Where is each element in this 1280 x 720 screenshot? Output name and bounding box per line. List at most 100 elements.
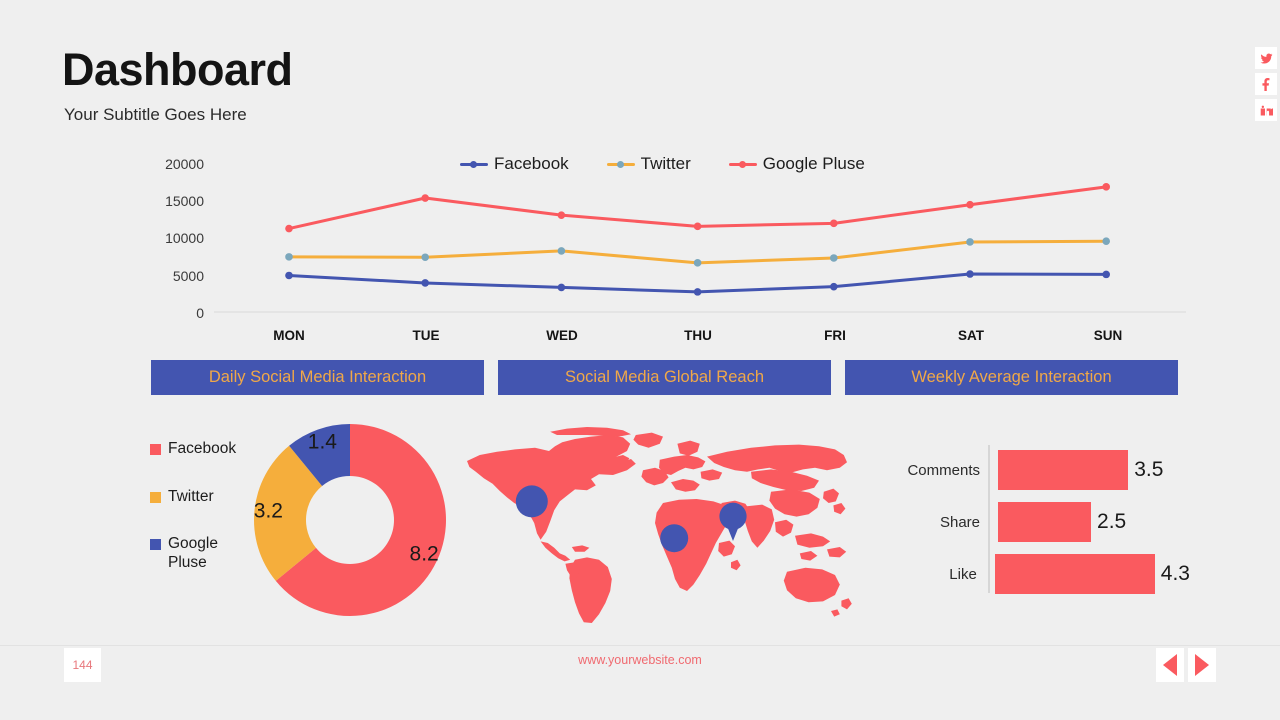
section-bar-label-1: Daily Social Media Interaction [208, 368, 427, 386]
global-reach-donut-chart: Facebook Twitter Google Pluse 8.2 3.2 1.… [150, 420, 450, 630]
hbar-value-like: 4.3 [1160, 562, 1190, 585]
weekly-average-bar-chart: Comments 3.5 Share 2.5 Like 4.3 [880, 440, 1190, 600]
donut-swatch-google-pluse [150, 539, 161, 551]
hbar-row-like: Like 4.3 [880, 554, 1190, 594]
hbar-fill-share[interactable] [998, 502, 1092, 542]
datapoint-twitter-mon[interactable] [285, 253, 293, 261]
hbar-label-comments: Comments [907, 461, 980, 479]
donut-legend-label-facebook: Facebook [168, 440, 237, 457]
section-bar-global-reach[interactable]: Social Media Global Reach [498, 360, 831, 395]
donut-value-google-pluse: 1.4 [308, 430, 338, 453]
datapoint-google-pluse-wed[interactable] [557, 211, 566, 219]
datapoint-facebook-sat[interactable] [966, 270, 974, 278]
hbar-track-comments: 3.5 [998, 450, 1190, 490]
line-chart-plot [214, 183, 1186, 313]
datapoint-twitter-fri[interactable] [830, 254, 838, 262]
donut-slice-twitter[interactable] [254, 445, 323, 581]
legend-label-google-pluse: Google Pluse [762, 154, 865, 173]
x-axis-tick-fri: FRI [824, 328, 846, 343]
page-title: Dashboard [62, 44, 293, 95]
map-markers [515, 485, 747, 553]
datapoint-facebook-mon[interactable] [285, 271, 293, 280]
page-subtitle: Your Subtitle Goes Here [64, 105, 247, 124]
hbar-axis-line [988, 445, 990, 593]
section-bar-label-2: Social Media Global Reach [564, 368, 765, 386]
legend-item-twitter[interactable]: Twitter [606, 154, 691, 174]
x-axis-tick-thu: THU [684, 328, 712, 343]
datapoint-google-pluse-sun[interactable] [1102, 183, 1110, 191]
section-title-bars: Daily Social Media Interaction Social Me… [151, 360, 1178, 395]
datapoint-twitter-sat[interactable] [966, 238, 974, 246]
next-slide-button[interactable] [1188, 648, 1216, 682]
arrow-left-icon [1163, 654, 1177, 676]
donut-slice-google-pluse[interactable] [289, 424, 350, 486]
arrow-right-icon [1195, 654, 1209, 676]
hbar-value-share: 2.5 [1097, 510, 1127, 533]
donut-legend-label-twitter: Twitter [168, 487, 214, 505]
x-axis-tick-sat: SAT [958, 328, 984, 343]
hbar-track-like: 4.3 [994, 554, 1190, 594]
social-link-linkedin[interactable] [1255, 99, 1277, 121]
legend-swatch-twitter [606, 159, 635, 169]
y-axis-tick-0: 0 [196, 305, 204, 321]
datapoint-google-pluse-thu[interactable] [693, 222, 702, 231]
datapoint-twitter-tue[interactable] [421, 253, 430, 262]
datapoint-google-pluse-sat[interactable] [966, 200, 974, 209]
legend-swatch-facebook [460, 159, 488, 169]
hbar-label-share: Share [939, 513, 980, 531]
donut-legend-item-facebook[interactable]: Facebook [150, 440, 236, 459]
donut-svg: 8.2 3.2 1.4 [254, 424, 446, 616]
datapoint-google-pluse-mon[interactable] [285, 224, 293, 233]
nav-controls [1156, 648, 1216, 682]
donut-value-twitter: 3.2 [254, 500, 283, 523]
daily-interaction-line-chart: Facebook Twitter Google Pluse 20000 1500… [150, 150, 1190, 350]
section-bar-daily-interaction[interactable]: Daily Social Media Interaction [151, 360, 484, 395]
legend-item-google-pluse[interactable]: Google Pluse [728, 154, 865, 174]
datapoint-twitter-sun[interactable] [1102, 237, 1110, 246]
y-axis-tick-5000: 5000 [172, 268, 204, 284]
datapoint-twitter-wed[interactable] [557, 247, 566, 255]
website-url[interactable]: www.yourwebsite.com [578, 653, 702, 667]
map-marker-north-america[interactable] [515, 485, 548, 518]
donut-slice-facebook[interactable] [275, 424, 446, 616]
line-chart-legend: Facebook Twitter Google Pluse [460, 154, 865, 174]
x-axis-tick-mon: MON [273, 328, 305, 343]
map-marker-central-africa[interactable] [660, 524, 689, 553]
line-series-google-pluse [287, 185, 1108, 231]
hbar-fill-comments[interactable] [998, 450, 1129, 490]
page-number: 144 [64, 648, 101, 682]
datapoint-facebook-thu[interactable] [693, 288, 702, 296]
legend-swatch-google-pluse [728, 159, 757, 169]
section-bar-weekly-average[interactable]: Weekly Average Interaction [845, 360, 1178, 395]
datapoint-facebook-tue[interactable] [421, 279, 430, 287]
legend-label-facebook: Facebook [494, 154, 569, 173]
social-link-facebook[interactable] [1255, 73, 1277, 95]
world-map-svg [467, 427, 852, 623]
donut-legend-item-twitter[interactable]: Twitter [150, 488, 236, 507]
donut-swatch-facebook [150, 444, 161, 455]
donut-swatch-twitter [150, 491, 161, 503]
datapoint-google-pluse-fri[interactable] [830, 219, 838, 228]
x-axis-tick-wed: WED [546, 328, 578, 343]
map-marker-south-asia[interactable] [719, 502, 747, 541]
datapoint-google-pluse-tue[interactable] [421, 194, 430, 202]
twitter-icon [1260, 52, 1273, 65]
linkedin-icon [1260, 104, 1273, 117]
social-link-twitter[interactable] [1255, 47, 1277, 69]
facebook-icon [1260, 77, 1273, 91]
hbar-row-comments: Comments 3.5 [880, 450, 1190, 490]
hbar-track-share: 2.5 [998, 502, 1190, 542]
prev-slide-button[interactable] [1156, 648, 1184, 682]
datapoint-twitter-thu[interactable] [693, 259, 702, 267]
datapoint-facebook-sun[interactable] [1102, 270, 1110, 279]
legend-item-facebook[interactable]: Facebook [460, 154, 569, 174]
y-axis-tick-15000: 15000 [165, 193, 204, 209]
section-bar-label-3: Weekly Average Interaction [911, 368, 1112, 386]
datapoint-facebook-fri[interactable] [830, 282, 838, 291]
donut-legend-item-google-pluse[interactable]: Google Pluse [150, 535, 236, 572]
hbar-label-like: Like [949, 565, 977, 583]
hbar-fill-like[interactable] [994, 554, 1155, 594]
datapoint-facebook-wed[interactable] [557, 283, 566, 292]
donut-value-facebook: 8.2 [410, 543, 439, 566]
footer-divider [0, 645, 1280, 646]
